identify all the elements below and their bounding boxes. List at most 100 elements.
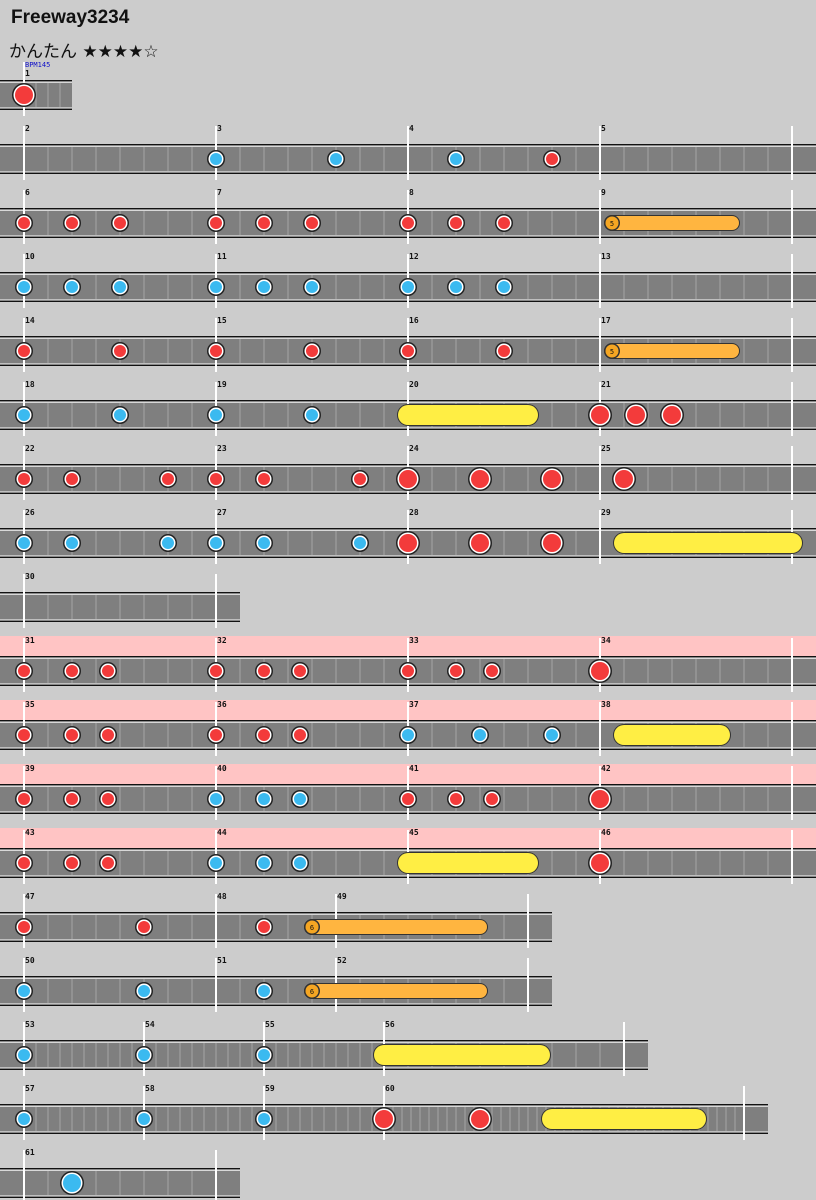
measure-number: 7 — [217, 188, 222, 197]
measure-number: 60 — [385, 1084, 395, 1093]
measure-number: 50 — [25, 956, 35, 965]
measure-number: 48 — [217, 892, 227, 901]
don-note — [450, 665, 462, 677]
don-note — [15, 86, 33, 104]
ka-note — [210, 857, 222, 869]
ka-note — [210, 793, 222, 805]
measure-number: 54 — [145, 1020, 155, 1029]
measure-number: 12 — [409, 252, 419, 261]
don-note — [18, 857, 30, 869]
lane-top-highlight — [0, 81, 72, 83]
don-note — [375, 1110, 393, 1128]
don-note — [102, 857, 114, 869]
ka-note — [258, 281, 270, 293]
don-note — [258, 665, 270, 677]
measure-number: 17 — [601, 316, 611, 325]
don-note — [402, 345, 414, 357]
measure-number: 38 — [601, 700, 611, 709]
ka-note — [306, 409, 318, 421]
don-note — [258, 729, 270, 741]
don-note — [399, 470, 417, 488]
don-note — [399, 534, 417, 552]
don-note — [591, 662, 609, 680]
ka-note — [402, 729, 414, 741]
don-note — [18, 729, 30, 741]
lane-bottom-highlight — [0, 939, 552, 941]
lane-top-border — [0, 976, 552, 978]
don-note — [402, 793, 414, 805]
measure-number: 23 — [217, 444, 227, 453]
measure-number: 45 — [409, 828, 419, 837]
don-note — [210, 217, 222, 229]
star-rating: ★★★★☆ — [82, 42, 159, 62]
don-note — [450, 793, 462, 805]
don-note — [402, 665, 414, 677]
measure-number: 28 — [409, 508, 419, 517]
drumroll-note — [614, 725, 730, 745]
lane-top-highlight — [0, 593, 240, 595]
lane-bottom-border — [0, 108, 72, 110]
don-note — [258, 921, 270, 933]
ka-note — [258, 793, 270, 805]
measure-number: 8 — [409, 188, 414, 197]
ka-note — [66, 537, 78, 549]
don-note — [258, 217, 270, 229]
lane-top-border — [0, 592, 240, 594]
don-note — [66, 729, 78, 741]
measure-number: 57 — [25, 1084, 35, 1093]
ka-note — [450, 281, 462, 293]
lane-bottom-highlight — [0, 1067, 648, 1069]
drumroll-note — [542, 1109, 706, 1129]
bpm-label: BPM145 — [25, 61, 50, 69]
measure-number: 47 — [25, 892, 35, 901]
ka-note — [66, 281, 78, 293]
balloon-note — [305, 920, 487, 934]
measure-number: 10 — [25, 252, 35, 261]
don-note — [471, 1110, 489, 1128]
measure-number: 20 — [409, 380, 419, 389]
measure-number: 16 — [409, 316, 419, 325]
lane-top-highlight — [0, 977, 552, 979]
lane-bottom-highlight — [0, 107, 72, 109]
measure-number: 5 — [601, 124, 606, 133]
ka-note — [474, 729, 486, 741]
ka-note — [330, 153, 342, 165]
don-note — [306, 217, 318, 229]
measure-number: 49 — [337, 892, 347, 901]
ka-note — [546, 729, 558, 741]
don-note — [114, 217, 126, 229]
don-note — [294, 665, 306, 677]
don-note — [354, 473, 366, 485]
ka-note — [18, 985, 30, 997]
measure-number: 29 — [601, 508, 611, 517]
don-note — [102, 665, 114, 677]
balloon-count: 6 — [310, 924, 314, 932]
don-note — [258, 473, 270, 485]
don-note — [486, 665, 498, 677]
drumroll-note — [614, 533, 802, 553]
don-note — [162, 473, 174, 485]
balloon-head — [605, 216, 619, 230]
measure-number: 35 — [25, 700, 35, 709]
balloon-note — [605, 344, 739, 358]
measure-number: 61 — [25, 1148, 35, 1157]
ka-note — [63, 1174, 81, 1192]
don-note — [543, 470, 561, 488]
balloon-count: 5 — [610, 348, 614, 356]
don-note — [66, 473, 78, 485]
don-note — [471, 470, 489, 488]
balloon-count: 6 — [310, 988, 314, 996]
measure-number: 15 — [217, 316, 227, 325]
don-note — [471, 534, 489, 552]
lane-bottom-border — [0, 1196, 240, 1198]
don-note — [402, 217, 414, 229]
balloon-count: 5 — [610, 220, 614, 228]
measure-number: 21 — [601, 380, 611, 389]
measure-number: 18 — [25, 380, 35, 389]
ka-note — [210, 281, 222, 293]
measure-number: 41 — [409, 764, 419, 773]
ka-note — [258, 1049, 270, 1061]
ka-note — [354, 537, 366, 549]
balloon-head — [605, 344, 619, 358]
